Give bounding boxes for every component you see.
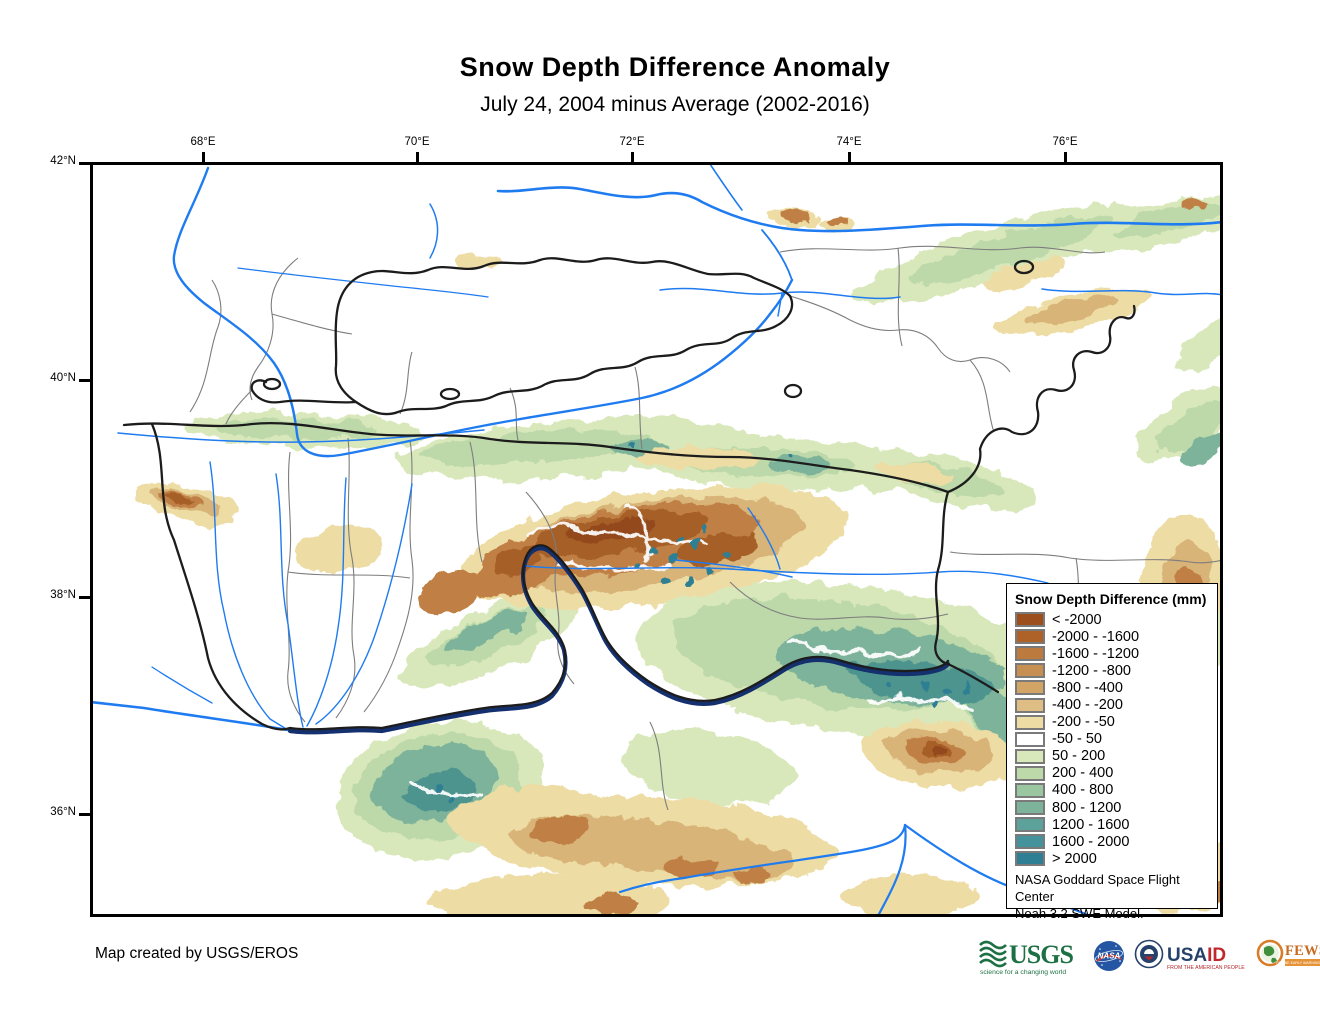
legend-label: -800 - -400	[1052, 679, 1123, 696]
latitude-tick	[79, 378, 90, 382]
legend-swatch	[1015, 765, 1045, 781]
legend-row: 800 - 1200	[1015, 799, 1209, 816]
nasa-logo-text: NASA	[1098, 952, 1121, 961]
legend-row: 50 - 200	[1015, 748, 1209, 765]
legend-attribution-line1: NASA Goddard Space Flight Center	[1015, 872, 1180, 905]
legend-swatch	[1015, 646, 1045, 662]
legend-row: -400 - -200	[1015, 696, 1209, 713]
legend-row: -50 - 50	[1015, 731, 1209, 748]
longitude-tick	[415, 152, 419, 163]
legend-entries: < -2000 -2000 - -1600 -1600 - -1200 -1200 -…	[1015, 611, 1209, 867]
longitude-tick	[201, 152, 205, 163]
legend-swatch	[1015, 680, 1045, 696]
legend-title: Snow Depth Difference (mm)	[1015, 591, 1207, 607]
legend-row: > 2000	[1015, 850, 1209, 867]
legend-row: 1600 - 2000	[1015, 833, 1209, 850]
fews-net-logo-text: FEWS NET	[1285, 943, 1320, 959]
usgs-logo-tagline: science for a changing world	[980, 969, 1066, 976]
legend-row: 1200 - 1600	[1015, 816, 1209, 833]
longitude-label: 70°E	[404, 136, 430, 148]
longitude-label: 72°E	[619, 136, 645, 148]
usaid-logo-text-usa: USA	[1167, 945, 1207, 966]
svg-text:USAID: USAID	[1167, 945, 1226, 966]
latitude-label: 42°N	[50, 155, 76, 167]
legend-label: < -2000	[1052, 611, 1102, 628]
legend-swatch	[1015, 697, 1045, 713]
fews-net-logo-tagline: FAMINE EARLY WARNING SYSTEMS NETWORK	[1276, 961, 1320, 965]
legend-attribution: NASA Goddard Space Flight Center Noah 3.…	[1015, 872, 1209, 922]
usgs-logo: USGS science for a changing world	[979, 940, 1074, 976]
legend-label: 50 - 200	[1052, 748, 1106, 765]
legend-swatch	[1015, 782, 1045, 798]
legend-row: 400 - 800	[1015, 782, 1209, 799]
page-subtitle: July 24, 2004 minus Average (2002-2016)	[480, 93, 870, 116]
legend-label: 800 - 1200	[1052, 799, 1122, 816]
page-title: Snow Depth Difference Anomaly	[459, 52, 891, 82]
legend-row: -200 - -50	[1015, 714, 1209, 731]
legend-swatch	[1015, 731, 1045, 747]
fews-net-logo: FEWS NET FAMINE EARLY WARNING SYSTEMS NE…	[1256, 939, 1320, 967]
legend-swatch	[1015, 834, 1045, 850]
nasa-logo: NASA	[1094, 941, 1124, 971]
longitude-label: 74°E	[836, 136, 862, 148]
legend-label: -200 - -50	[1052, 714, 1115, 731]
legend-label: -1200 - -800	[1052, 662, 1131, 679]
legend-swatch	[1015, 851, 1045, 867]
legend-label: -400 - -200	[1052, 697, 1123, 714]
usaid-logo: USAID FROM THE AMERICAN PEOPLE	[1134, 939, 1245, 971]
admin-boundaries	[189, 245, 1221, 811]
legend-swatch	[1015, 663, 1045, 679]
legend-row: -800 - -400	[1015, 679, 1209, 696]
latitude-label: 38°N	[50, 589, 76, 601]
longitude-tick	[1063, 152, 1067, 163]
legend-swatch	[1015, 629, 1045, 645]
legend-label: 1600 - 2000	[1052, 833, 1130, 850]
agency-logos: USGS science for a changing world NASA U…	[978, 936, 1320, 976]
longitude-tick	[847, 152, 851, 163]
latitude-label: 40°N	[50, 372, 76, 384]
legend-label: > 2000	[1052, 850, 1097, 867]
longitude-label: 68°E	[190, 136, 216, 148]
legend-swatch	[1015, 714, 1045, 730]
legend-label: 400 - 800	[1052, 782, 1114, 799]
longitude-label: 76°E	[1052, 136, 1078, 148]
panj-river	[287, 546, 951, 735]
legend-row: 200 - 400	[1015, 765, 1209, 782]
latitude-label: 36°N	[50, 806, 76, 818]
latitude-tick	[79, 161, 90, 165]
legend-swatch	[1015, 612, 1045, 628]
longitude-tick	[630, 152, 634, 163]
map-frame	[90, 162, 1223, 917]
legend-attribution-line2: Noah 3.2 SWE Model.	[1015, 905, 1144, 921]
usgs-logo-text: USGS	[1009, 940, 1073, 969]
legend-label: 200 - 400	[1052, 765, 1114, 782]
legend-label: -2000 - -1600	[1052, 628, 1140, 645]
country-borders	[122, 257, 1136, 731]
legend-row: -2000 - -1600	[1015, 628, 1209, 645]
legend-row: -1200 - -800	[1015, 662, 1209, 679]
legend: Snow Depth Difference (mm) < -2000 -2000 …	[1006, 583, 1218, 921]
legend-swatch	[1015, 800, 1045, 816]
legend-label: -1600 - -1200	[1052, 645, 1140, 662]
legend-swatch	[1015, 817, 1045, 833]
legend-label: -50 - 50	[1052, 731, 1102, 748]
legend-label: 1200 - 1600	[1052, 816, 1130, 833]
latitude-tick	[79, 595, 90, 599]
usaid-logo-text-id: ID	[1207, 945, 1226, 966]
usaid-logo-tagline: FROM THE AMERICAN PEOPLE	[1167, 965, 1245, 971]
latitude-tick	[79, 812, 90, 816]
legend-swatch	[1015, 748, 1045, 764]
legend-row: < -2000	[1015, 611, 1209, 628]
map-credit: Map created by USGS/EROS	[95, 945, 299, 962]
legend-row: -1600 - -1200	[1015, 645, 1209, 662]
